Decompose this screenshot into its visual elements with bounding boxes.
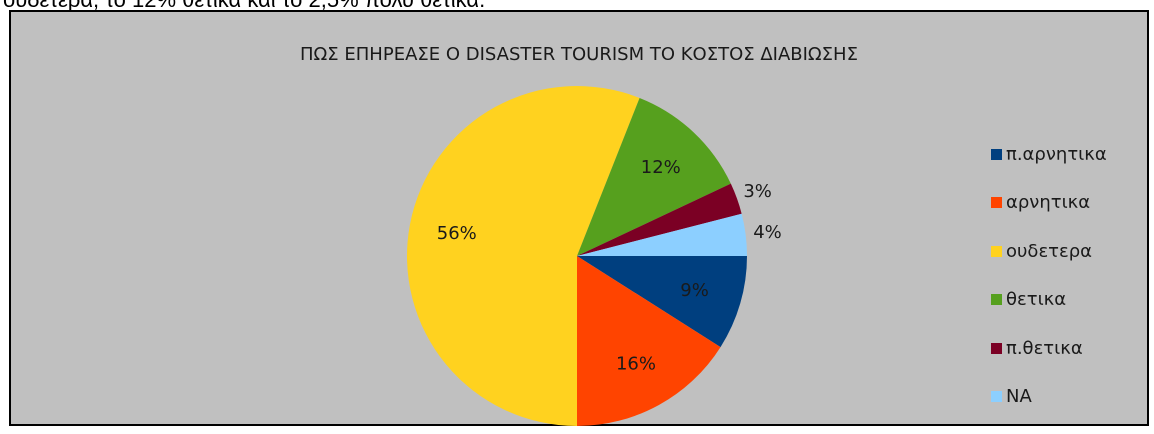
legend-item: θετικα xyxy=(991,288,1107,312)
chart-title: ΠΩΣ ΕΠΗΡΕΑΣΕ Ο DISASTER TOURISM ΤΟ ΚΟΣΤΟ… xyxy=(300,44,858,65)
legend-item: αρνητικα xyxy=(991,191,1107,215)
legend-label: αρνητικα xyxy=(1006,192,1091,214)
legend-swatch xyxy=(991,391,1002,403)
legend-label: ουδετερα xyxy=(1006,240,1093,262)
pie-slice xyxy=(577,256,747,348)
intro-text: ουδέτερα, το 12% θετικά και το 2,5% πολύ… xyxy=(3,0,485,13)
legend-label: ΝΑ xyxy=(1006,386,1032,408)
slice-label: 9% xyxy=(680,280,709,301)
pie-slice xyxy=(406,86,640,426)
legend-item: ουδετερα xyxy=(991,239,1107,263)
pie-chart: 9% 16% 56% 12% 3% 4% xyxy=(406,86,782,426)
legend-label: π.θετικα xyxy=(1006,337,1083,359)
legend-swatch xyxy=(991,148,1002,160)
legend-swatch xyxy=(991,342,1002,354)
legend-item: ΝΑ xyxy=(991,385,1107,409)
pie-slices xyxy=(406,86,747,426)
pie-slice xyxy=(577,213,747,256)
legend-item: π.θετικα xyxy=(991,336,1107,360)
slice-label: 4% xyxy=(753,222,782,243)
legend-item: π.αρνητικα xyxy=(991,142,1107,166)
slice-label: 12% xyxy=(641,157,681,178)
pie-slice xyxy=(577,97,731,257)
legend: π.αρνητικα αρνητικα ουδετερα θετικα π.θε… xyxy=(991,142,1107,434)
pie-slice-labels: 9% 16% 56% 12% 3% 4% xyxy=(437,157,782,374)
legend-swatch xyxy=(991,245,1002,257)
pie-slice xyxy=(577,256,721,426)
legend-label: θετικα xyxy=(1006,289,1067,311)
legend-label: π.αρνητικα xyxy=(1006,143,1107,165)
pie-slice xyxy=(577,183,742,256)
slice-label: 16% xyxy=(616,353,656,374)
slice-label: 3% xyxy=(743,181,772,202)
legend-swatch xyxy=(991,294,1002,306)
legend-swatch xyxy=(991,197,1002,209)
chart-area: ΠΩΣ ΕΠΗΡΕΑΣΕ Ο DISASTER TOURISM ΤΟ ΚΟΣΤΟ… xyxy=(9,10,1149,426)
slice-label: 56% xyxy=(437,223,477,244)
